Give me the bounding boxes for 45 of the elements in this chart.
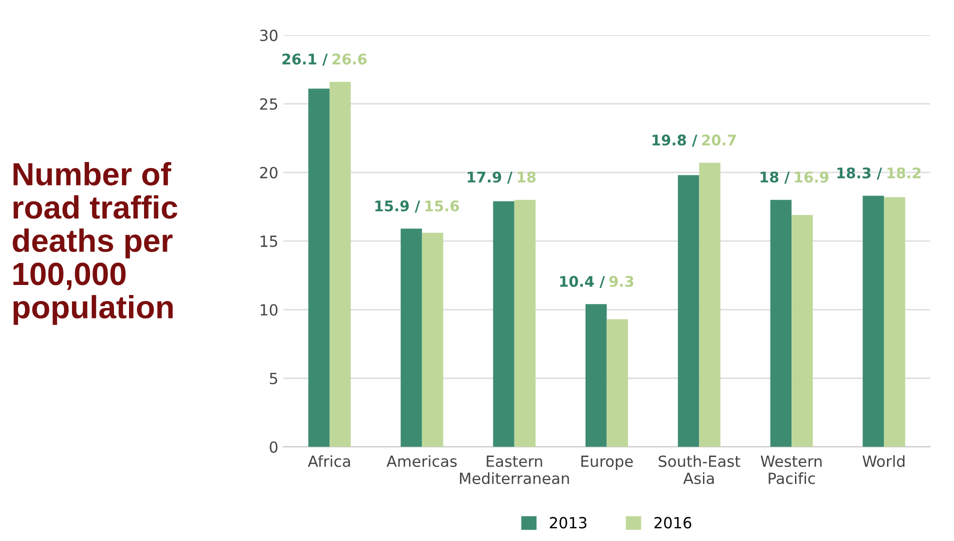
data-label: 18.2 xyxy=(887,167,921,178)
y-tick-label: 30 xyxy=(260,30,278,42)
bar xyxy=(493,201,514,447)
bar xyxy=(400,228,422,447)
data-label: 17.9 / xyxy=(468,172,512,184)
x-tick-label: Western Pacific xyxy=(760,456,822,484)
bar xyxy=(770,200,792,447)
legend-label: 2013 xyxy=(550,516,586,528)
data-label: 18 xyxy=(518,172,536,183)
x-tick-label: Europe xyxy=(581,456,633,470)
y-tick-label: 25 xyxy=(260,98,278,110)
legend-label: 2016 xyxy=(654,516,692,528)
data-label: 19.8 / xyxy=(652,134,698,147)
bar xyxy=(699,162,720,447)
bar xyxy=(422,232,444,447)
y-tick-label: 0 xyxy=(270,441,278,453)
x-tick-label: Eastern Mediterranean xyxy=(460,456,569,484)
x-tick-label: Africa xyxy=(308,455,350,468)
bar xyxy=(330,82,351,447)
y-tick-label: 10 xyxy=(260,304,278,316)
y-axis-title: Number of road traffic deaths per 100,000 population xyxy=(12,162,178,325)
data-label: 10.4 / xyxy=(560,276,605,288)
data-label: 18.3 / xyxy=(837,167,882,180)
bar xyxy=(884,197,906,447)
bar xyxy=(514,200,536,447)
bar xyxy=(792,214,813,447)
y-tick-label: 5 xyxy=(270,372,278,384)
bar xyxy=(862,196,884,447)
y-tick-label: 20 xyxy=(260,166,278,178)
x-tick-label: Americas xyxy=(386,455,457,468)
data-label: 15.6 xyxy=(425,200,459,212)
bar xyxy=(606,319,628,447)
bar xyxy=(678,175,700,447)
bar xyxy=(585,304,607,447)
data-label: 16.9 xyxy=(795,172,828,183)
x-tick-label: South-East Asia xyxy=(658,455,740,484)
x-tick-label: World xyxy=(862,455,904,468)
bar xyxy=(308,88,330,447)
data-label: 20.7 xyxy=(702,134,736,146)
data-label: 15.9 / xyxy=(375,200,420,213)
data-label: 9.3 xyxy=(609,276,634,287)
data-label: 26.1 / xyxy=(282,54,328,66)
data-label: 26.6 xyxy=(332,54,367,65)
data-label: 18 / xyxy=(760,172,790,184)
y-tick-label: 15 xyxy=(260,236,278,248)
